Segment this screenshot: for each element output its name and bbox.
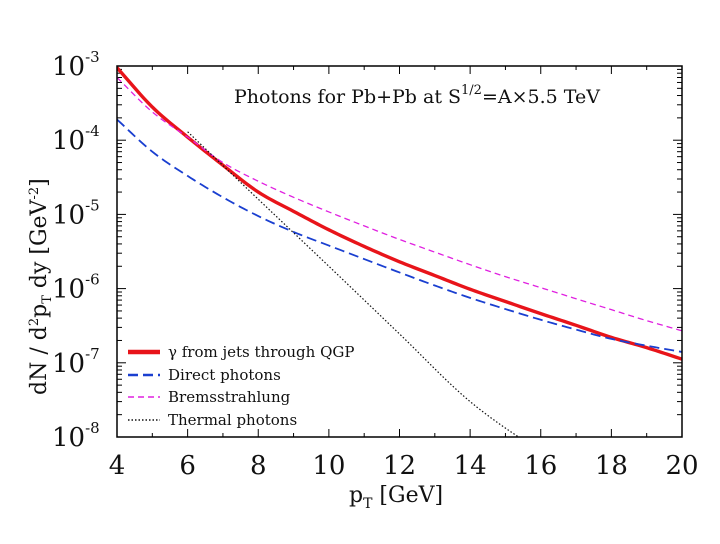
y-tick-label: 10-7 <box>52 345 100 379</box>
x-tick-label: 6 <box>179 451 196 481</box>
x-tick-label: 14 <box>454 451 487 481</box>
x-tick-label: 20 <box>665 451 698 481</box>
legend-item-thermal: Thermal photons <box>128 411 297 429</box>
y-axis-label-a: dN / d <box>27 326 52 395</box>
y-axis-label-sup2: 2 <box>27 318 42 326</box>
series-layer <box>117 66 682 437</box>
x-tick-label: 18 <box>595 451 628 481</box>
y-axis-label: dN / d2pT dy [GeV-2] <box>27 178 55 395</box>
chart-title-sup: 1/2 <box>461 83 482 98</box>
x-tick-label: 8 <box>250 451 267 481</box>
chart-title-prefix: Photons for Pb+Pb at S <box>234 86 461 108</box>
y-axis-label-sup: -2 <box>27 187 42 200</box>
y-tick-label: 10-5 <box>52 196 100 230</box>
legend-item-direct: Direct photons <box>128 366 281 384</box>
legend-label-thermal: Thermal photons <box>168 411 297 429</box>
y-axis-label-sub: T <box>40 295 55 304</box>
svg-text:dN / d2pT dy [GeV-2]: dN / d2pT dy [GeV-2] <box>27 178 55 395</box>
series-line-direct <box>117 118 682 353</box>
chart-title: Photons for Pb+Pb at S1/2=A×5.5 TeV <box>234 83 600 108</box>
x-tick-labels: 4 6 8 10 12 14 16 18 20 <box>109 451 699 481</box>
legend-label-brems: Bremsstrahlung <box>168 388 291 406</box>
legend-item-jets: γ from jets through QGP <box>128 343 354 361</box>
x-tick-label: 10 <box>312 451 345 481</box>
series-line-jets <box>117 66 682 361</box>
x-axis-label: pT [GeV] <box>349 483 443 512</box>
x-tick-label: 4 <box>109 451 126 481</box>
x-tick-label: 12 <box>383 451 416 481</box>
chart-title-suffix: =A×5.5 TeV <box>482 86 600 108</box>
series-line-thermal <box>187 131 520 437</box>
y-tick-label: 10-8 <box>52 419 100 453</box>
x-axis-label-sub: T <box>363 496 373 512</box>
y-tick-label: 10-6 <box>52 271 100 305</box>
y-tick-label: 10-3 <box>52 48 100 82</box>
x-axis-label-unit: [GeV] <box>372 483 443 508</box>
x-tick-label: 16 <box>524 451 557 481</box>
y-tick-label: 10-4 <box>52 122 100 156</box>
legend-label-jets: γ from jets through QGP <box>168 343 354 361</box>
legend-label-direct: Direct photons <box>168 366 281 384</box>
legend: γ from jets through QGP Direct photons B… <box>128 343 354 429</box>
x-axis-label-base: p <box>349 483 363 508</box>
plot-frame <box>116 65 683 438</box>
y-tick-labels: 10-3 10-4 10-5 10-6 10-7 10-8 <box>52 48 100 453</box>
y-axis-label-d: ] <box>27 178 52 187</box>
y-axis-label-b: p <box>27 304 52 318</box>
legend-item-brems: Bremsstrahlung <box>128 388 291 406</box>
y-axis-label-c: dy [GeV <box>27 198 52 295</box>
